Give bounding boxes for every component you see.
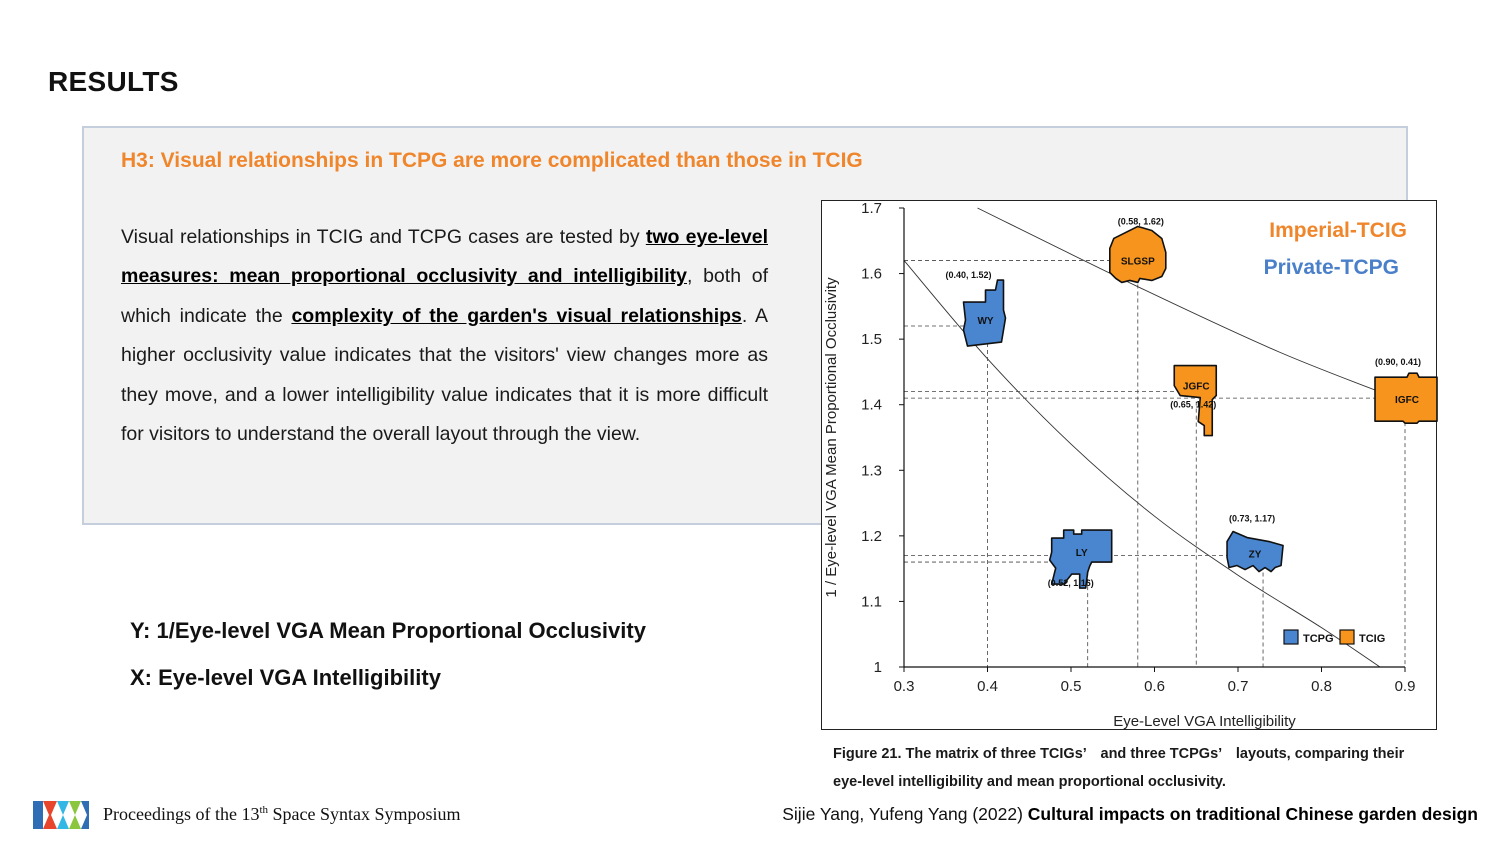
- section-title: RESULTS: [48, 66, 179, 97]
- imperial-label: Imperial-TCIG: [1269, 219, 1407, 242]
- paragraph-text-1: Visual relationships in TCIG and TCPG ca…: [121, 226, 646, 248]
- x-tick-label: 0.8: [1311, 678, 1332, 695]
- garden-shape-wy: [962, 279, 1007, 347]
- garden-shape-jgfc: [1173, 364, 1218, 437]
- footer-paper-title: Cultural impacts on traditional Chinese …: [1027, 804, 1478, 824]
- coord-label-igfc: (0.90, 0.41): [1375, 357, 1421, 367]
- y-tick-label: 1.3: [861, 462, 882, 479]
- x-tick-label: 0.3: [894, 678, 915, 695]
- curve-lower-boundary: [904, 260, 1381, 667]
- coord-label-jgfc: (0.65, 1.42): [1170, 400, 1216, 410]
- paragraph-text-3: . A higher occlusivity value indicates t…: [121, 304, 768, 446]
- coord-label-ly: (0.52, 1.16): [1048, 578, 1094, 588]
- garden-name-ly: LY: [1076, 548, 1088, 559]
- curve-upper-boundary: [977, 207, 1406, 402]
- paragraph-emphasis-measures: two eye-level measures: mean proportiona…: [121, 226, 768, 288]
- coord-label-zy: (0.73, 1.17): [1229, 514, 1275, 524]
- figure-caption: Figure 21. The matrix of three TCIGs’ an…: [833, 746, 1405, 790]
- garden-name-slgsp: SLGSP: [1121, 256, 1155, 267]
- footer-proceedings-suffix: Space Syntax Symposium: [268, 804, 461, 824]
- footer-proceedings-prefix: Proceedings of the 13: [103, 804, 260, 824]
- y-axis-definition: Y: 1/Eye-level VGA Mean Proportional Occ…: [130, 618, 646, 643]
- garden-shape-igfc: [1374, 372, 1438, 424]
- x-tick-label: 0.7: [1228, 678, 1249, 695]
- y-tick-label: 1.7: [861, 201, 882, 217]
- coord-label-wy: (0.40, 1.52): [946, 270, 992, 280]
- footer-authors: Sijie Yang, Yufeng Yang (2022): [782, 804, 1028, 824]
- y-axis-title: 1 / Eye-level VGA Mean Proportional Occl…: [823, 277, 840, 598]
- x-axis-definition: X: Eye-level VGA Intelligibility: [130, 665, 441, 690]
- y-tick-label: 1.5: [861, 331, 882, 348]
- garden-shape-ly: [1048, 529, 1113, 589]
- legend-swatch-tcpg: [1283, 629, 1299, 645]
- hypothesis-heading: H3: Visual relationships in TCPG are mor…: [121, 149, 863, 172]
- private-label: Private-TCPG: [1264, 256, 1399, 279]
- legend-label-tcpg: TCPG: [1303, 633, 1334, 645]
- garden-shape-zy: [1226, 530, 1284, 573]
- legend-swatch-tcig: [1339, 629, 1355, 645]
- footer-proceedings: Proceedings of the 13th Space Syntax Sym…: [103, 804, 461, 825]
- garden-name-zy: ZY: [1249, 550, 1262, 561]
- scatter-chart: 0.3 0.4 0.5 0.6 0.7 0.8 0.9 1 1.1 1.2 1.3 1.4 1.5 1.6…: [821, 200, 1438, 730]
- garden-shape-slgsp: [1108, 225, 1167, 284]
- description-paragraph: Visual relationships in TCIG and TCPG ca…: [121, 218, 768, 454]
- y-tick-label: 1.2: [861, 528, 882, 545]
- footer-proceedings-sup: th: [259, 804, 269, 816]
- paragraph-emphasis-complexity: complexity of the garden's visual relati…: [291, 304, 742, 327]
- symposium-logo: [33, 801, 89, 829]
- legend-label-tcig: TCIG: [1359, 633, 1385, 645]
- y-tick-label: 1.6: [861, 266, 882, 283]
- x-axis-title: Eye-Level VGA Intelligibility: [1113, 713, 1296, 730]
- y-tick-label: 1.4: [861, 397, 882, 414]
- footer-citation: Sijie Yang, Yufeng Yang (2022) Cultural …: [782, 804, 1478, 825]
- y-tick-label: 1: [874, 659, 882, 676]
- garden-name-wy: WY: [977, 316, 993, 327]
- garden-name-jgfc: JGFC: [1183, 382, 1210, 393]
- y-tick-label: 1.1: [861, 593, 882, 610]
- x-tick-label: 0.5: [1061, 678, 1082, 695]
- garden-name-igfc: IGFC: [1395, 395, 1419, 406]
- x-tick-label: 0.6: [1144, 678, 1165, 695]
- x-tick-label: 0.9: [1395, 678, 1416, 695]
- paragraph-text-2: , both of which indicate the: [121, 265, 768, 327]
- chart-svg: 0.3 0.4 0.5 0.6 0.7 0.8 0.9 1 1.1 1.2 1.3 1.4 1.5 1.6…: [823, 201, 1438, 730]
- x-tick-label: 0.4: [977, 678, 998, 695]
- coord-label-slgsp: (0.58, 1.62): [1118, 216, 1164, 226]
